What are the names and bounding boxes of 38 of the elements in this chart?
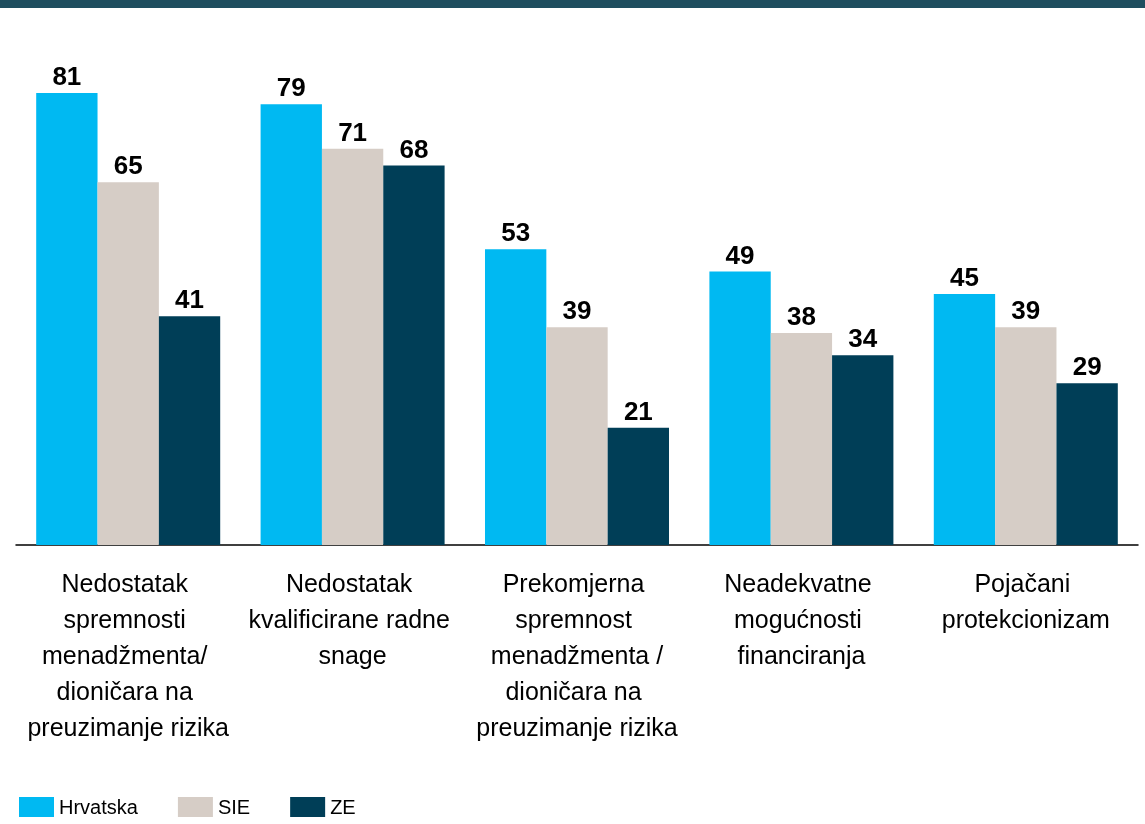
bar bbox=[995, 327, 1057, 545]
bar bbox=[36, 93, 98, 545]
data-label: 79 bbox=[276, 72, 306, 103]
x-tick-label: Nedostatak spremnosti menadžmenta/ dioničara na preuzimanje rizika bbox=[27, 569, 230, 741]
x-tick-label: Prekomjerna spremnost menadžmenta /dioničara na preuzimanje rizika bbox=[476, 569, 678, 741]
bar bbox=[770, 332, 833, 545]
data-label: 34 bbox=[848, 323, 878, 354]
bar bbox=[933, 293, 996, 545]
bar bbox=[260, 104, 322, 545]
data-label: 81 bbox=[52, 61, 82, 91]
legend-label: ZE bbox=[330, 796, 356, 818]
bar bbox=[321, 148, 384, 545]
data-label: 49 bbox=[725, 239, 755, 270]
bar bbox=[485, 249, 547, 545]
bar bbox=[158, 316, 221, 545]
data-label: 45 bbox=[950, 261, 979, 292]
bar bbox=[709, 271, 771, 545]
bar bbox=[383, 165, 445, 545]
data-label: 53 bbox=[501, 217, 531, 248]
legend-label: Hrvatska bbox=[59, 796, 139, 818]
data-label: 71 bbox=[338, 116, 368, 147]
x-tick-label: Pojačani protekcionizam bbox=[941, 569, 1110, 633]
data-label: 39 bbox=[1011, 295, 1041, 326]
data-label: 41 bbox=[175, 284, 204, 315]
data-label: 38 bbox=[786, 300, 816, 331]
data-label: 68 bbox=[399, 133, 429, 164]
x-tick-label: Nedostatak kvalificirane radne snage bbox=[248, 569, 457, 669]
bar bbox=[546, 327, 608, 545]
data-label: 21 bbox=[623, 395, 653, 426]
bar bbox=[607, 427, 669, 545]
data-label: 65 bbox=[113, 150, 143, 181]
data-label: 29 bbox=[1072, 351, 1102, 382]
data-label: 39 bbox=[562, 295, 592, 326]
bar bbox=[97, 182, 159, 545]
x-tick-label: Neadekvatne mogućnosti financiranja bbox=[724, 569, 879, 669]
legend-label: SIE bbox=[217, 796, 251, 818]
bar bbox=[1056, 383, 1118, 545]
bar bbox=[832, 355, 894, 545]
